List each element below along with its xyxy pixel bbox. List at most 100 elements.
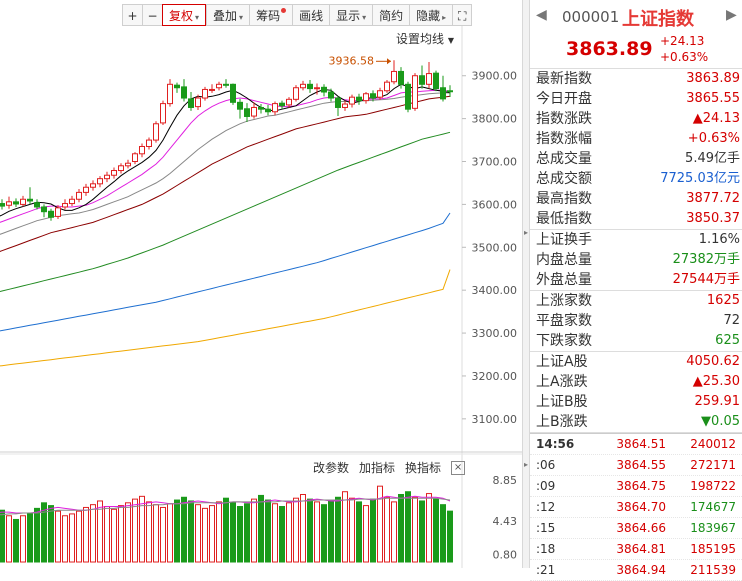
tick-price: 3864.75 xyxy=(616,479,666,493)
volume-bar xyxy=(160,506,166,563)
volume-bar xyxy=(97,500,103,563)
volume-tick-label: 4.43 xyxy=(493,515,518,528)
collapse-left-icon[interactable]: ▸ xyxy=(524,228,529,237)
volume-bar xyxy=(111,508,117,563)
quote-row: 今日开盘 3865.55 xyxy=(530,89,742,109)
volume-bar xyxy=(398,493,404,563)
add-indicator-button[interactable]: 加指标 xyxy=(359,461,396,475)
kline-chart-area[interactable]: 3900.00 3800.00 3700.00 3600.00 3500.00 3400.… xyxy=(0,0,522,568)
candle-body xyxy=(349,96,355,105)
fullscreen-button[interactable]: ⛶ xyxy=(452,4,473,26)
quote-label: 下跌家数 xyxy=(536,333,592,349)
quote-row: 总成交量 5.49亿手 xyxy=(530,149,742,169)
candle-body xyxy=(13,201,19,205)
candle-body xyxy=(188,98,194,108)
candle-body xyxy=(167,83,173,105)
volume-bar xyxy=(69,513,75,563)
tick-price: 3864.66 xyxy=(616,521,666,535)
quote-value: 3863.89 xyxy=(686,71,740,86)
next-stock-icon[interactable]: ▶ xyxy=(726,7,737,23)
quote-value: 27382万手 xyxy=(672,252,740,267)
candle-body xyxy=(125,162,131,167)
tick-volume: 240012 xyxy=(690,437,736,451)
candle-body xyxy=(412,75,418,109)
candle-body xyxy=(223,83,229,86)
ma-line-ma30 xyxy=(0,95,451,252)
chips-button[interactable]: 筹码 xyxy=(249,4,293,26)
switch-indicator-button[interactable]: 换指标 xyxy=(405,461,442,475)
quote-row: 指数涨幅 +0.63% xyxy=(530,129,742,149)
candle-body xyxy=(433,72,439,90)
candle-body xyxy=(398,70,404,85)
candle-body xyxy=(20,198,26,205)
candle-body xyxy=(377,90,383,98)
volume-bar xyxy=(90,504,96,563)
quote-row: 内盘总量 27382万手 xyxy=(530,250,742,270)
tick-volume: 198722 xyxy=(690,479,736,493)
quote-value: 3865.55 xyxy=(686,91,740,106)
volume-bar xyxy=(83,506,89,563)
zoom-out-button[interactable]: − xyxy=(142,4,162,26)
quote-value: 1625 xyxy=(706,293,740,308)
candle-body xyxy=(202,88,208,99)
ma-line-ma250 xyxy=(0,269,451,367)
tick-time: :15 xyxy=(536,521,556,535)
candle-body xyxy=(0,203,5,207)
collapse-left-icon[interactable]: ▸ xyxy=(524,460,529,469)
tick-time: :06 xyxy=(536,458,556,472)
quote-section: 上涨家数 1625 平盘家数 72 下跌家数 625 xyxy=(530,291,742,352)
close-icon[interactable]: × xyxy=(451,460,466,475)
adjust-dropdown[interactable]: 复权 ▾ xyxy=(162,4,207,26)
candle-body xyxy=(419,75,425,85)
volume-bar xyxy=(13,518,19,563)
candle-body xyxy=(265,108,271,113)
quote-value: 3850.37 xyxy=(686,211,740,226)
volume-bar xyxy=(321,504,327,563)
high-marker-label: 3936.58 xyxy=(329,54,375,67)
candle-body xyxy=(6,201,12,206)
quote-value: 72 xyxy=(723,313,740,328)
volume-bar xyxy=(62,515,68,563)
hide-button[interactable]: 隐藏 ▸ xyxy=(409,4,453,26)
quote-label: 最高指数 xyxy=(536,191,592,207)
price-tick-label: 3900.00 xyxy=(472,70,518,83)
volume-bar xyxy=(293,497,299,563)
candle-body xyxy=(391,70,397,83)
candle-body xyxy=(97,178,103,185)
chevron-down-icon: ▾ xyxy=(195,13,200,22)
candle-body xyxy=(321,86,327,93)
quote-label: 平盘家数 xyxy=(536,313,592,329)
ma-setting-dropdown[interactable]: 设置均线 ▼ xyxy=(396,30,454,47)
fullscreen-icon: ⛶ xyxy=(457,9,467,23)
indicator-toolbar: 改参数 加指标 换指标 × xyxy=(313,459,466,476)
ma-setting-label: 设置均线 xyxy=(396,32,445,46)
price-summary: 3863.89 +24.13 +0.63% xyxy=(530,32,742,69)
simple-mode-button[interactable]: 简约 xyxy=(372,4,410,26)
quote-row: 最新指数 3863.89 xyxy=(530,69,742,89)
volume-bar xyxy=(419,500,425,563)
volume-bar xyxy=(104,506,110,563)
kline-chart-svg[interactable]: 3900.00 3800.00 3700.00 3600.00 3500.00 3400.… xyxy=(0,0,522,568)
tick-list[interactable]: 14:56 3864.51 240012:06 3864.55 272171:09 386… xyxy=(530,433,742,581)
chevron-down-icon: ▾ xyxy=(239,13,244,22)
candle-body xyxy=(132,153,138,163)
zoom-in-button[interactable]: + xyxy=(122,4,142,26)
candle-body xyxy=(370,93,376,99)
draw-line-button[interactable]: 画线 xyxy=(292,4,330,26)
quote-row: 指数涨跌 ▲24.13 xyxy=(530,109,742,129)
volume-bar xyxy=(34,507,40,563)
quote-section: 最新指数 3863.89 今日开盘 3865.55 指数涨跌 ▲24.13 指数涨幅 +0.6… xyxy=(530,69,742,230)
display-dropdown[interactable]: 显示 ▾ xyxy=(329,4,373,26)
volume-bar xyxy=(6,515,12,563)
panel-splitter[interactable]: ▸ ▸ xyxy=(522,0,530,568)
quote-label: 上A涨跌 xyxy=(536,374,588,390)
quote-row: 上证A股 4050.62 xyxy=(530,352,742,372)
overlay-dropdown[interactable]: 叠加 ▾ xyxy=(206,4,250,26)
volume-bar xyxy=(307,498,313,563)
quote-row: 外盘总量 27544万手 xyxy=(530,270,742,290)
volume-tick-label: 0.80 xyxy=(493,549,518,562)
volume-bar xyxy=(251,498,257,563)
edit-params-button[interactable]: 改参数 xyxy=(313,461,350,475)
quote-value: ▼0.05 xyxy=(701,414,740,429)
previous-stock-icon[interactable]: ◀ xyxy=(536,7,547,23)
